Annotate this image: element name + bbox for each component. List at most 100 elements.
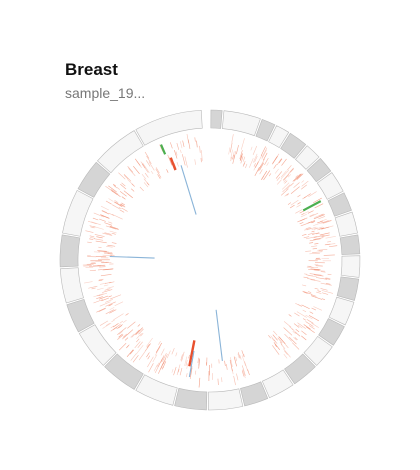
mutation-mark — [297, 324, 303, 329]
mutation-mark — [241, 370, 245, 377]
mutation-mark — [163, 358, 167, 365]
mutation-mark — [146, 182, 150, 186]
mutation-mark — [271, 337, 275, 342]
mutation-mark — [121, 182, 126, 187]
mutation-mark — [317, 249, 328, 251]
mutation-mark — [125, 313, 129, 316]
chromosome-segment-1 — [210, 109, 223, 129]
chromosome-segment-13 — [336, 276, 360, 301]
mutation-mark — [254, 155, 258, 163]
mutation-mark — [260, 170, 268, 181]
mutation-mark — [198, 377, 201, 388]
mutation-mark — [325, 243, 331, 246]
mutation-mark — [305, 250, 312, 252]
mutation-mark — [283, 327, 293, 336]
chromosome-segment-4 — [268, 125, 290, 149]
mutation-mark — [185, 360, 188, 367]
mutation-mark — [186, 363, 189, 369]
mutation-mark — [301, 234, 307, 236]
mutation-mark — [107, 286, 114, 289]
mutation-mark — [144, 151, 150, 159]
chromosome-segment-2 — [221, 110, 261, 137]
mutation-mark — [264, 158, 269, 166]
mutation-mark — [307, 291, 312, 293]
mutation-mark — [85, 230, 94, 233]
mutation-mark — [102, 322, 112, 329]
mutation-mark — [319, 232, 330, 236]
mutation-mark — [108, 212, 115, 216]
mutation-mark — [278, 336, 286, 344]
mutation-mark — [104, 288, 111, 291]
mutation-mark — [118, 206, 122, 210]
mutation-mark — [155, 168, 162, 178]
mutation-mark — [175, 352, 178, 357]
mutation-mark — [294, 312, 300, 317]
mutation-mark — [155, 167, 160, 174]
mutation-mark — [313, 197, 322, 204]
mutation-mark — [160, 348, 165, 356]
mutation-mark — [311, 295, 323, 300]
mutation-mark — [287, 165, 292, 171]
mutation-mark — [101, 210, 107, 213]
mutation-mark — [129, 349, 134, 355]
mutation-mark — [114, 200, 119, 203]
mutation-mark — [314, 203, 324, 209]
mutation-mark — [122, 333, 128, 338]
mutation-mark — [268, 334, 271, 339]
mutation-mark — [308, 268, 320, 271]
mutation-mark — [231, 134, 234, 143]
mutation-mark — [147, 355, 151, 360]
mutation-mark — [291, 328, 297, 333]
mutation-mark — [283, 179, 287, 183]
mutation-mark — [113, 313, 124, 321]
mutation-mark — [282, 184, 291, 193]
mutation-mark — [276, 158, 282, 166]
chromosome-segment-31 — [135, 109, 203, 146]
mutation-mark — [114, 301, 124, 306]
mutation-mark — [136, 333, 142, 339]
sv-mark-5 — [109, 255, 155, 259]
mutation-mark — [181, 351, 185, 362]
mutation-mark — [111, 213, 123, 220]
mutation-mark — [309, 252, 320, 255]
mutation-mark — [255, 161, 259, 168]
mutation-mark — [303, 324, 311, 330]
mutation-mark — [170, 142, 173, 149]
mutation-mark — [322, 220, 332, 224]
mutation-mark — [304, 227, 312, 231]
mutation-mark — [274, 344, 278, 348]
mutation-mark — [272, 155, 278, 165]
mutation-mark — [230, 149, 233, 159]
mutation-mark — [184, 356, 188, 366]
sample-subtitle: sample_19... — [65, 85, 146, 101]
mutation-mark — [99, 295, 109, 300]
mutation-mark — [233, 356, 237, 367]
mutation-mark — [325, 283, 331, 285]
mutation-mark — [277, 337, 283, 344]
mutation-mark — [113, 183, 117, 187]
mutation-mark — [96, 307, 106, 313]
mutation-mark — [135, 345, 144, 355]
mutation-mark — [105, 309, 115, 315]
mutation-mark — [123, 190, 133, 199]
mutation-mark — [233, 151, 237, 160]
mutation-mark — [120, 203, 125, 207]
mutation-mark — [241, 355, 246, 367]
mutation-mark — [302, 309, 307, 313]
chromosome-segment-22 — [135, 374, 178, 406]
mutation-mark — [277, 179, 282, 185]
mutation-mark — [162, 353, 167, 362]
mutation-mark — [243, 161, 246, 166]
mutation-mark — [112, 204, 120, 210]
mutation-mark — [194, 137, 196, 142]
mutation-mark — [201, 150, 203, 161]
mutation-mark — [108, 198, 114, 202]
mutation-mark — [305, 321, 314, 327]
mutation-mark — [109, 294, 122, 300]
mutation-mark — [144, 172, 149, 178]
mutation-mark — [118, 172, 126, 180]
mutation-mark — [97, 250, 107, 252]
mutation-mark — [228, 147, 231, 155]
mutation-mark — [99, 320, 109, 326]
mutation-mark — [268, 173, 272, 177]
